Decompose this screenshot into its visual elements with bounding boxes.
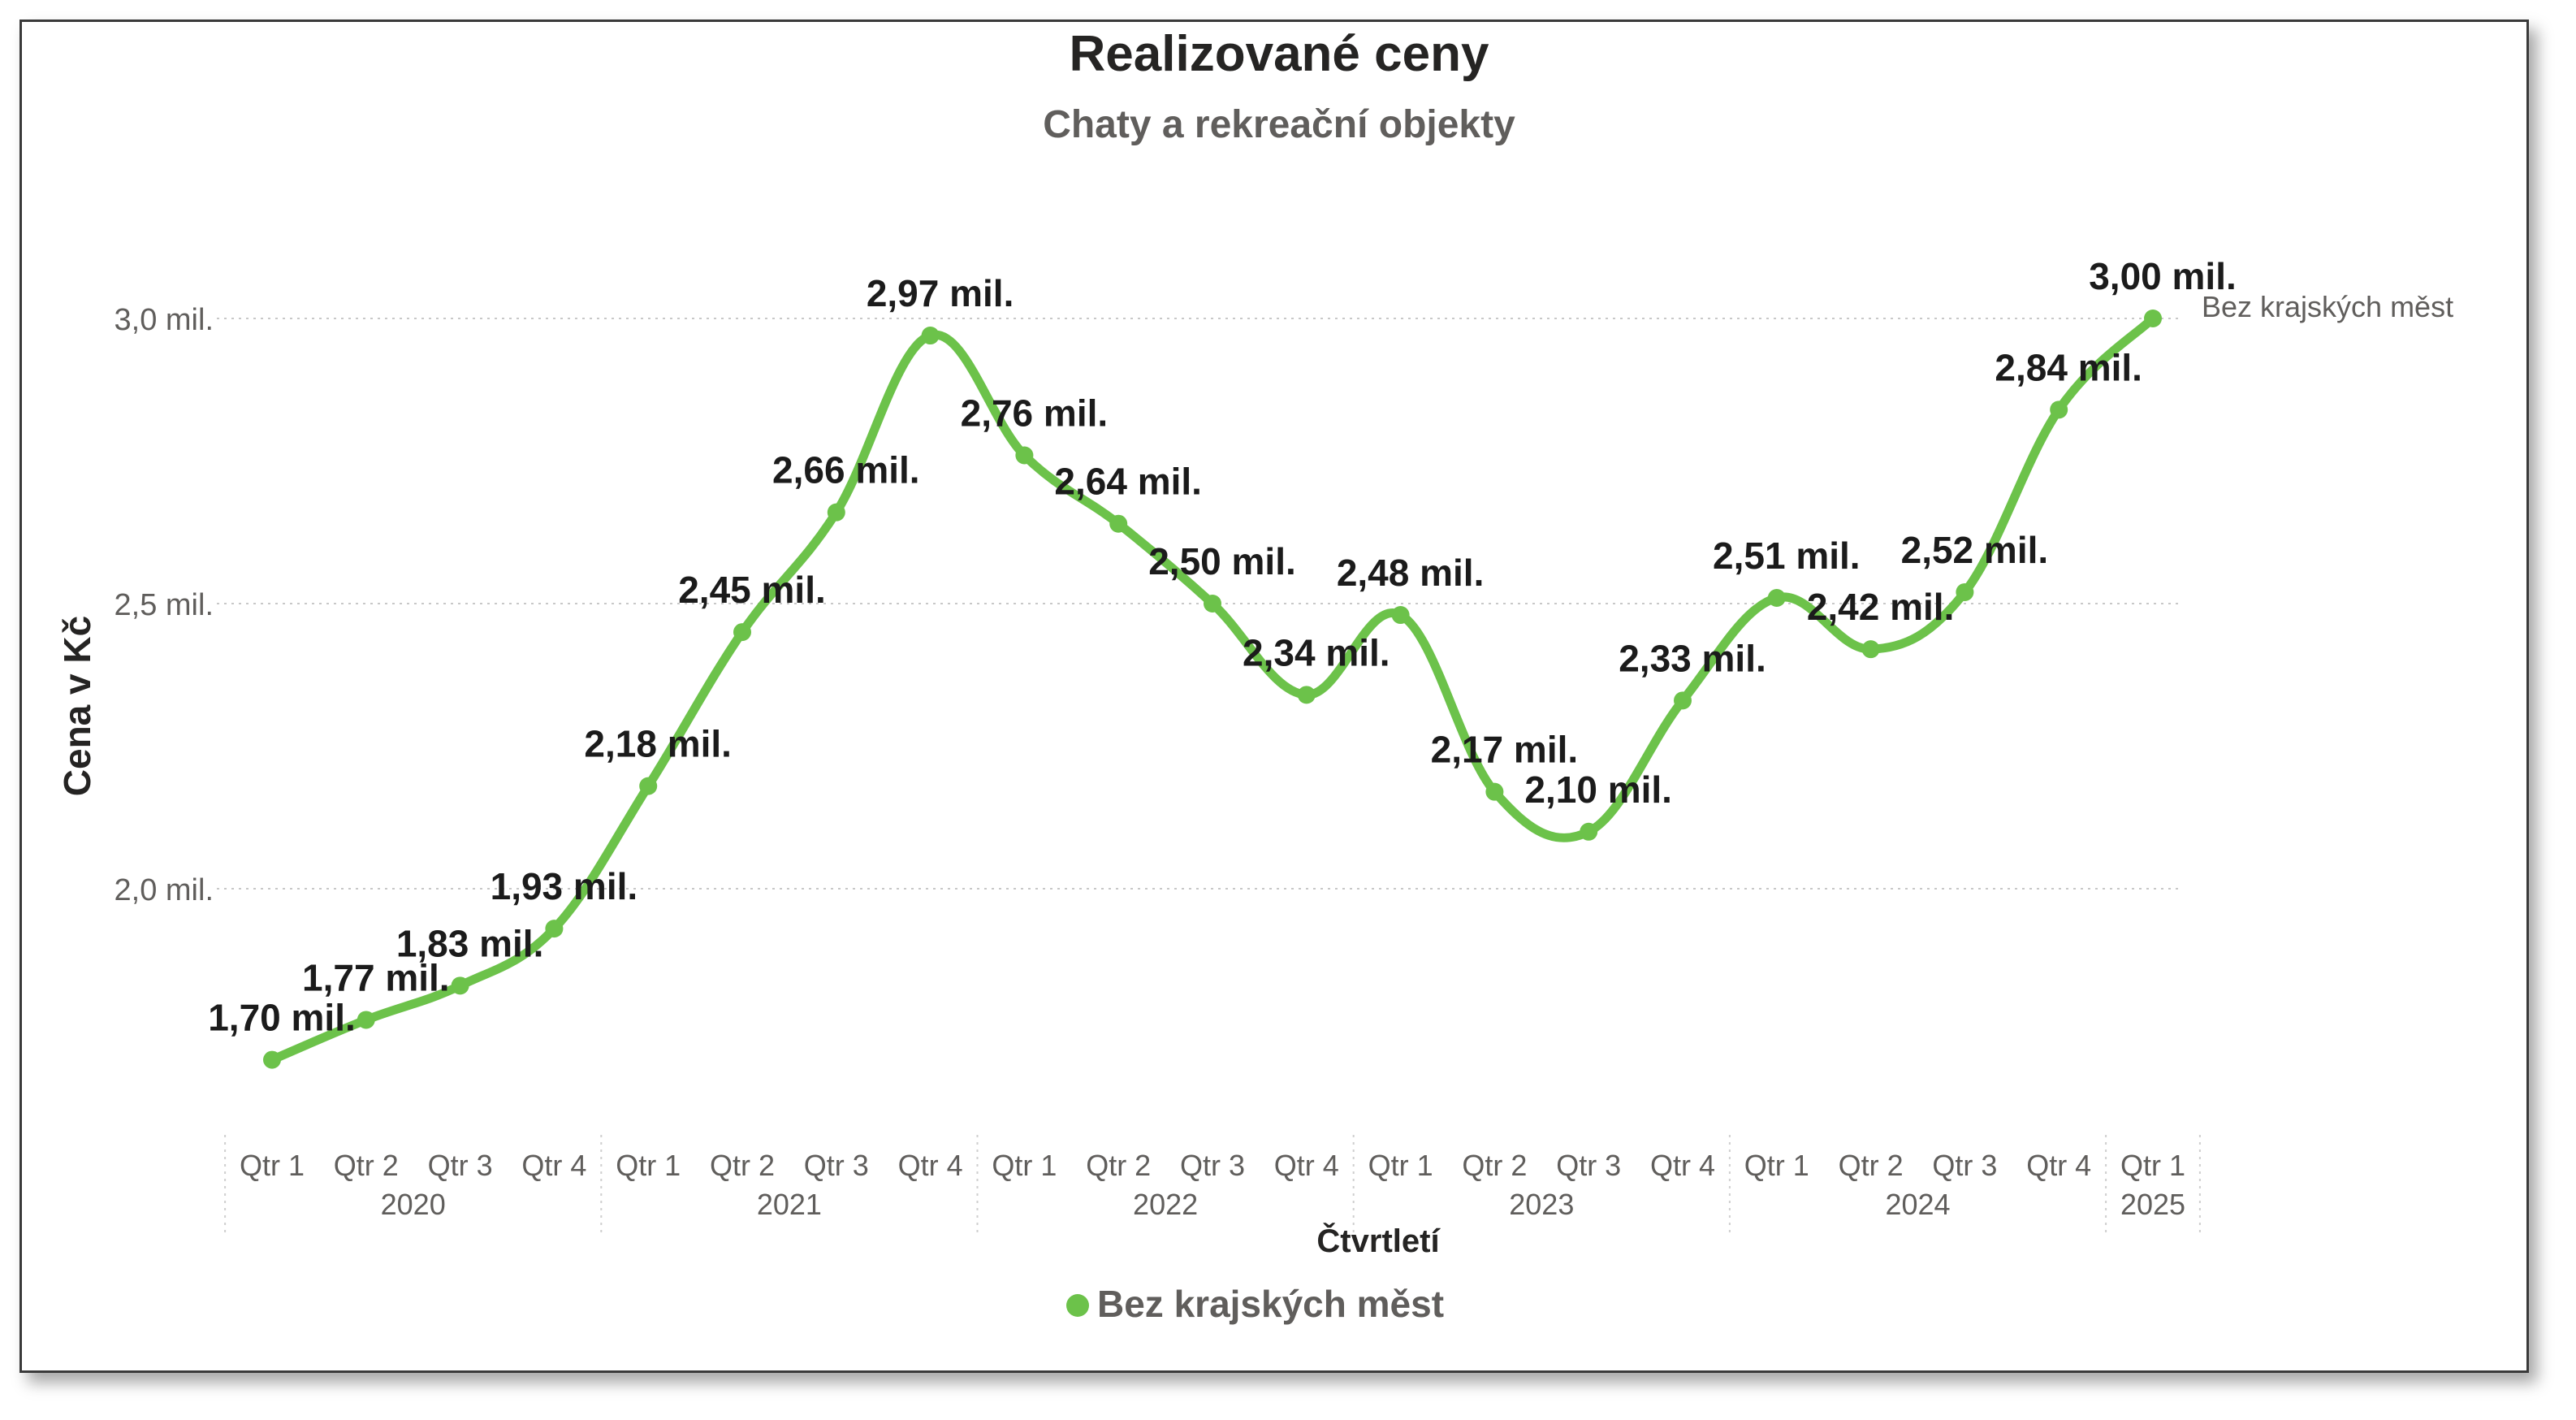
data-label: 3,00 mil.	[2089, 255, 2237, 297]
data-label: 2,45 mil.	[678, 569, 826, 611]
y-tick-label: 3,0 mil.	[115, 303, 214, 337]
data-label: 2,76 mil.	[961, 392, 1109, 434]
x-year-label: 2020	[381, 1188, 446, 1221]
data-label: 2,51 mil.	[1713, 535, 1861, 577]
data-label: 1,77 mil.	[302, 956, 450, 998]
line-chart: Realizované ceny Chaty a rekreační objek…	[56, 26, 2453, 1325]
data-point[interactable]	[451, 976, 469, 995]
data-point[interactable]	[1297, 686, 1316, 704]
data-label: 2,48 mil.	[1337, 552, 1485, 594]
x-tick-label: Qtr 2	[1462, 1149, 1527, 1182]
data-label: 2,33 mil.	[1619, 637, 1766, 679]
legend[interactable]: Bez krajských měst	[1066, 1283, 1444, 1325]
data-label: 2,84 mil.	[1995, 346, 2142, 388]
data-point[interactable]	[1956, 582, 1974, 601]
x-tick-label: Qtr 4	[2026, 1149, 2091, 1182]
x-tick-label: Qtr 1	[1368, 1149, 1433, 1182]
data-point[interactable]	[1767, 588, 1786, 607]
x-tick-label: Qtr 3	[1932, 1149, 1997, 1182]
x-tick-label: Qtr 3	[804, 1149, 869, 1182]
data-label: 1,93 mil.	[491, 865, 638, 907]
series-line	[267, 314, 2158, 1065]
gridlines	[217, 318, 2182, 890]
x-tick-label: Qtr 3	[428, 1149, 493, 1182]
legend-marker	[1066, 1294, 1089, 1317]
x-tick-label: Qtr 2	[1086, 1149, 1151, 1182]
series-group: 1,70 mil.1,77 mil.1,83 mil. 1,93 mil. 2,18…	[208, 255, 2453, 1069]
data-point[interactable]	[357, 1011, 375, 1029]
data-point[interactable]	[1015, 446, 1034, 465]
x-year-label: 2022	[1133, 1188, 1198, 1221]
x-tick-label: Qtr 1	[2120, 1149, 2185, 1182]
series-end-label: Bez krajských měst	[2202, 290, 2453, 323]
data-point[interactable]	[1674, 691, 1692, 710]
x-tick-label: Qtr 3	[1180, 1149, 1245, 1182]
y-tick-label: 2,0 mil.	[115, 873, 214, 907]
data-point[interactable]	[1109, 514, 1128, 533]
data-point[interactable]	[1204, 595, 1221, 613]
data-point[interactable]	[1580, 822, 1598, 841]
data-label: 2,18 mil.	[584, 723, 732, 765]
data-label: 2,17 mil.	[1431, 729, 1579, 771]
y-axis-title: Cena v Kč	[56, 616, 98, 796]
data-label: 2,10 mil.	[1524, 768, 1672, 811]
x-tick-label: Qtr 1	[1744, 1149, 1809, 1182]
data-label: 2,50 mil.	[1148, 540, 1296, 582]
x-year-label: 2025	[2120, 1188, 2185, 1221]
x-axis: Qtr 1 Qtr 2 Qtr 3 Qtr 4 Qtr 1 Qtr 2 Qtr 3 Qtr 4…	[224, 1135, 2201, 1232]
data-point[interactable]	[1861, 640, 1880, 659]
data-point[interactable]	[2144, 310, 2162, 327]
x-year-label: 2021	[757, 1188, 822, 1221]
data-label: 2,66 mil.	[772, 449, 920, 491]
data-label: 1,83 mil.	[396, 922, 544, 964]
chart-subtitle: Chaty a rekreační objekty	[1043, 103, 1515, 146]
data-point[interactable]	[263, 1050, 281, 1069]
x-tick-label: Qtr 1	[992, 1149, 1057, 1182]
data-point[interactable]	[2050, 400, 2068, 419]
x-tick-label: Qtr 2	[710, 1149, 775, 1182]
x-tick-label: Qtr 3	[1556, 1149, 1621, 1182]
x-tick-label: Qtr 2	[334, 1149, 399, 1182]
data-point[interactable]	[545, 920, 564, 938]
x-tick-label: Qtr 2	[1839, 1149, 1904, 1182]
chart-frame: Realizované ceny Chaty a rekreační objek…	[19, 19, 2529, 1373]
data-point[interactable]	[733, 623, 751, 642]
data-label: 2,34 mil.	[1243, 631, 1390, 673]
data-label: 2,42 mil.	[1807, 586, 1955, 628]
y-axis-ticks: 2,0 mil. 2,5 mil. 3,0 mil.	[115, 303, 214, 907]
data-label: 2,52 mil.	[1901, 529, 2049, 571]
data-point[interactable]	[1485, 782, 1504, 801]
x-tick-label: Qtr 4	[521, 1149, 586, 1182]
y-tick-label: 2,5 mil.	[115, 588, 214, 622]
data-label: 1,70 mil.	[208, 997, 356, 1039]
data-point[interactable]	[639, 777, 658, 795]
data-label: 2,97 mil.	[867, 272, 1014, 314]
chart-title: Realizované ceny	[1070, 26, 1489, 82]
x-tick-label: Qtr 4	[898, 1149, 963, 1182]
data-label: 2,64 mil.	[1054, 461, 1202, 503]
x-tick-label: Qtr 1	[240, 1149, 305, 1182]
x-axis-title: Čtvrtletí	[1316, 1222, 1441, 1259]
data-point[interactable]	[827, 503, 845, 522]
x-year-label: 2024	[1885, 1188, 1950, 1221]
x-year-label: 2023	[1509, 1188, 1574, 1221]
x-tick-label: Qtr 1	[616, 1149, 681, 1182]
data-point[interactable]	[1391, 606, 1410, 625]
data-point[interactable]	[921, 327, 940, 345]
x-tick-label: Qtr 4	[1650, 1149, 1715, 1182]
x-tick-label: Qtr 4	[1274, 1149, 1339, 1182]
legend-label: Bez krajských měst	[1097, 1283, 1444, 1325]
